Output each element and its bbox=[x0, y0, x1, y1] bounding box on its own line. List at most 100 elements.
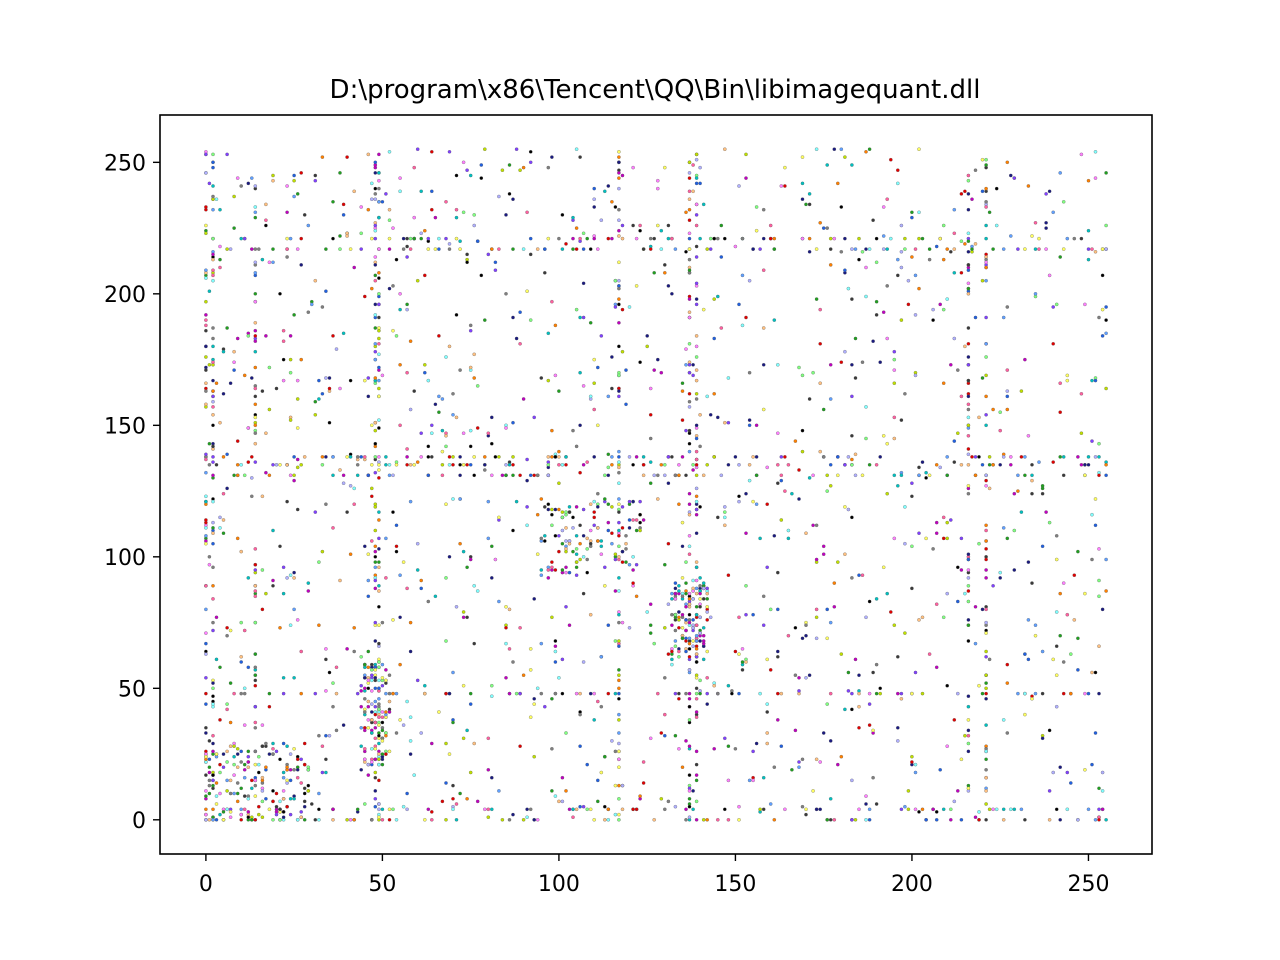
data-point bbox=[617, 481, 621, 485]
data-point bbox=[828, 236, 833, 241]
data-point bbox=[324, 689, 328, 693]
data-point bbox=[941, 536, 946, 541]
data-point bbox=[687, 655, 692, 659]
data-point bbox=[860, 573, 865, 577]
data-point bbox=[373, 236, 378, 241]
data-point bbox=[1086, 455, 1091, 459]
data-point bbox=[1012, 807, 1017, 812]
data-point bbox=[253, 589, 258, 593]
data-point bbox=[617, 502, 621, 506]
data-point bbox=[1100, 807, 1105, 812]
data-point bbox=[278, 463, 282, 467]
data-point bbox=[648, 247, 653, 251]
data-point bbox=[1054, 704, 1059, 709]
data-point bbox=[825, 702, 829, 706]
data-point bbox=[468, 444, 473, 449]
data-point bbox=[980, 189, 985, 194]
data-point bbox=[663, 807, 667, 812]
data-point bbox=[490, 441, 494, 446]
data-point bbox=[945, 591, 949, 596]
data-point bbox=[228, 791, 233, 796]
data-point bbox=[952, 799, 957, 804]
data-point bbox=[705, 818, 709, 822]
data-point bbox=[387, 473, 392, 478]
data-point bbox=[588, 502, 593, 506]
data-point bbox=[1086, 178, 1091, 183]
data-point bbox=[1086, 463, 1091, 467]
data-point bbox=[313, 510, 318, 514]
data-point bbox=[370, 718, 374, 722]
data-point bbox=[800, 449, 805, 454]
data-point bbox=[285, 744, 289, 748]
data-point bbox=[475, 589, 480, 593]
data-point bbox=[931, 307, 935, 312]
data-point bbox=[881, 434, 886, 438]
data-point bbox=[680, 594, 685, 599]
data-point bbox=[571, 428, 575, 433]
data-point bbox=[617, 155, 621, 159]
data-point bbox=[373, 273, 378, 278]
data-point bbox=[740, 236, 745, 241]
data-point bbox=[825, 607, 829, 612]
data-point bbox=[691, 586, 695, 591]
data-point bbox=[1100, 273, 1105, 278]
data-point bbox=[874, 802, 879, 806]
data-point bbox=[1058, 455, 1062, 459]
data-point bbox=[472, 376, 476, 380]
data-point bbox=[1093, 818, 1098, 822]
data-point bbox=[1054, 534, 1059, 538]
data-point bbox=[641, 247, 646, 251]
data-point bbox=[405, 791, 409, 796]
data-point bbox=[684, 807, 688, 812]
data-point bbox=[871, 339, 875, 343]
data-point bbox=[687, 247, 692, 251]
data-point bbox=[211, 818, 215, 822]
data-point bbox=[892, 368, 897, 372]
data-point bbox=[606, 236, 611, 241]
data-point bbox=[624, 534, 628, 538]
data-point bbox=[458, 497, 462, 501]
data-point bbox=[264, 223, 268, 228]
data-point bbox=[705, 591, 709, 596]
data-point bbox=[546, 507, 551, 512]
data-point bbox=[874, 662, 879, 667]
data-point bbox=[973, 168, 978, 172]
data-point bbox=[596, 365, 600, 370]
data-point bbox=[1044, 192, 1048, 196]
data-point bbox=[490, 683, 494, 688]
data-point bbox=[670, 292, 674, 296]
data-point bbox=[373, 555, 378, 559]
x-tick-label: 200 bbox=[891, 872, 933, 897]
data-point bbox=[373, 747, 378, 751]
data-point bbox=[239, 184, 243, 188]
data-point bbox=[687, 176, 692, 180]
data-point bbox=[776, 570, 780, 575]
data-point bbox=[211, 378, 215, 383]
data-point bbox=[779, 518, 784, 522]
data-point bbox=[966, 173, 971, 178]
data-point bbox=[401, 560, 406, 564]
data-point bbox=[405, 807, 409, 812]
data-point bbox=[281, 810, 286, 814]
data-point bbox=[606, 528, 611, 533]
data-point bbox=[800, 181, 805, 186]
data-point bbox=[246, 334, 251, 338]
data-point bbox=[366, 594, 371, 599]
data-point bbox=[814, 607, 819, 612]
data-point bbox=[966, 728, 971, 733]
data-point bbox=[800, 757, 805, 762]
data-point bbox=[684, 818, 688, 822]
data-point bbox=[804, 623, 808, 627]
data-point bbox=[617, 673, 621, 677]
data-point bbox=[1001, 526, 1006, 530]
data-point bbox=[694, 623, 699, 627]
data-point bbox=[373, 428, 378, 433]
data-point bbox=[853, 452, 858, 457]
data-point bbox=[253, 562, 258, 567]
data-point bbox=[1104, 818, 1108, 822]
data-point bbox=[620, 349, 625, 354]
data-point bbox=[454, 313, 459, 317]
data-point bbox=[984, 236, 988, 241]
data-point bbox=[348, 484, 353, 488]
